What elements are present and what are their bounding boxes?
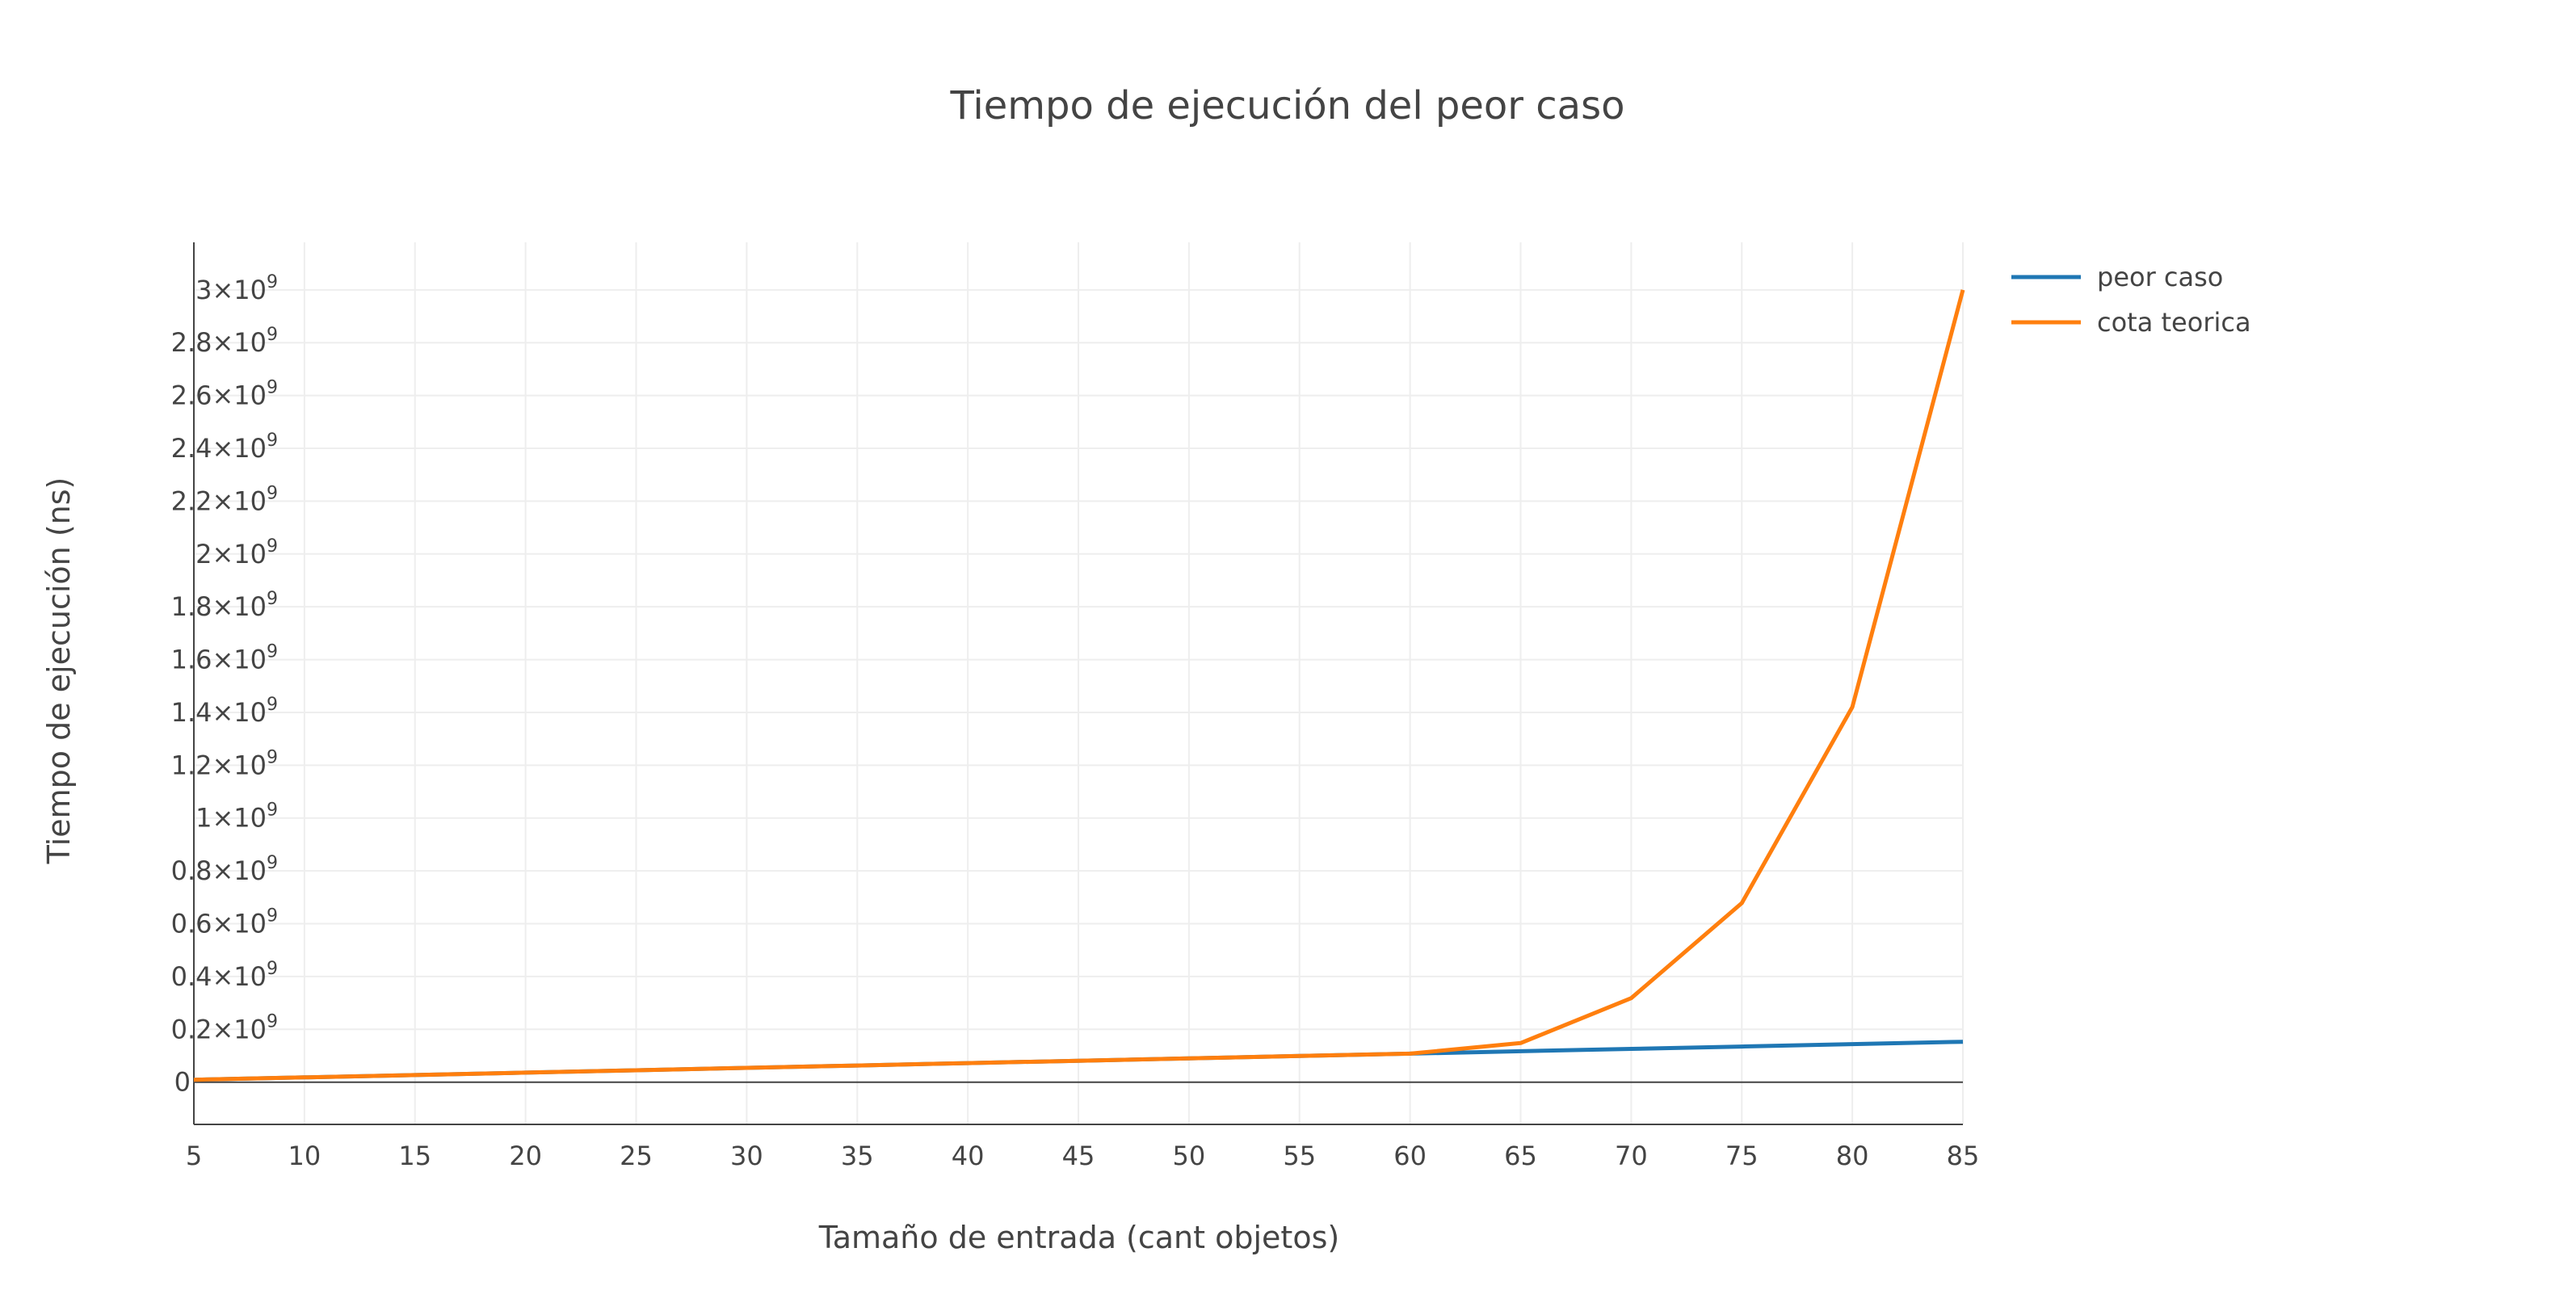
y-tick-label: 2.8×109 xyxy=(171,325,278,358)
x-axis-label: Tamaño de entrada (cant objetos) xyxy=(818,1220,1339,1255)
y-tick-label: 0.6×109 xyxy=(171,906,278,939)
y-tick-label: 0.8×109 xyxy=(171,853,278,886)
y-tick-label: 0 xyxy=(174,1067,191,1098)
legend-label: cota teorica xyxy=(2097,307,2251,338)
x-tick-label: 80 xyxy=(1836,1141,1869,1171)
axes xyxy=(193,242,1963,1125)
y-tick-label: 0.2×109 xyxy=(171,1011,278,1044)
y-tick-label: 1.4×109 xyxy=(171,695,278,728)
x-tick-label: 15 xyxy=(398,1141,431,1171)
x-tick-label: 60 xyxy=(1393,1141,1427,1171)
x-tick-label: 45 xyxy=(1062,1141,1095,1171)
y-tick-label: 1×109 xyxy=(195,800,278,834)
y-tick-label: 2.2×109 xyxy=(171,483,278,516)
x-tick-label: 35 xyxy=(841,1141,874,1171)
y-tick-label: 1.8×109 xyxy=(171,589,278,622)
series-lines xyxy=(193,289,1965,1082)
legend: peor caso cota teorica xyxy=(2011,262,2251,338)
x-tick-label: 50 xyxy=(1173,1141,1206,1171)
x-tick-label: 40 xyxy=(952,1141,985,1171)
y-tick-label: 1.2×109 xyxy=(171,747,278,780)
y-axis-label: Tiempo de ejecución (ns) xyxy=(41,477,77,865)
x-tick-label: 75 xyxy=(1725,1141,1759,1171)
y-tick-label: 3×109 xyxy=(195,272,278,305)
x-tick-label: 30 xyxy=(730,1141,763,1171)
x-tick-label: 70 xyxy=(1615,1141,1648,1171)
x-tick-label: 25 xyxy=(620,1141,653,1171)
tick-labels: 5 10 15 20 25 30 35 40 45 50 55 60 65 70 75 80 85 0 0.2×10… xyxy=(171,272,1980,1171)
y-tick-label: 1.6×109 xyxy=(171,642,278,675)
x-tick-label: 55 xyxy=(1283,1141,1316,1171)
x-tick-label: 10 xyxy=(288,1141,321,1171)
x-tick-label: 20 xyxy=(509,1141,542,1171)
x-tick-label: 85 xyxy=(1947,1141,1980,1171)
y-tick-label: 0.4×109 xyxy=(171,959,278,992)
y-tick-label: 2.6×109 xyxy=(171,378,278,411)
series-line-2 xyxy=(193,289,1965,1082)
legend-label: peor caso xyxy=(2097,262,2223,292)
x-tick-label: 65 xyxy=(1504,1141,1537,1171)
chart-title: Tiempo de ejecución del peor caso xyxy=(950,83,1625,128)
y-tick-label: 2×109 xyxy=(195,536,278,569)
y-tick-label: 2.4×109 xyxy=(171,431,278,464)
x-tick-label: 5 xyxy=(186,1141,202,1171)
grid xyxy=(194,242,1964,1124)
